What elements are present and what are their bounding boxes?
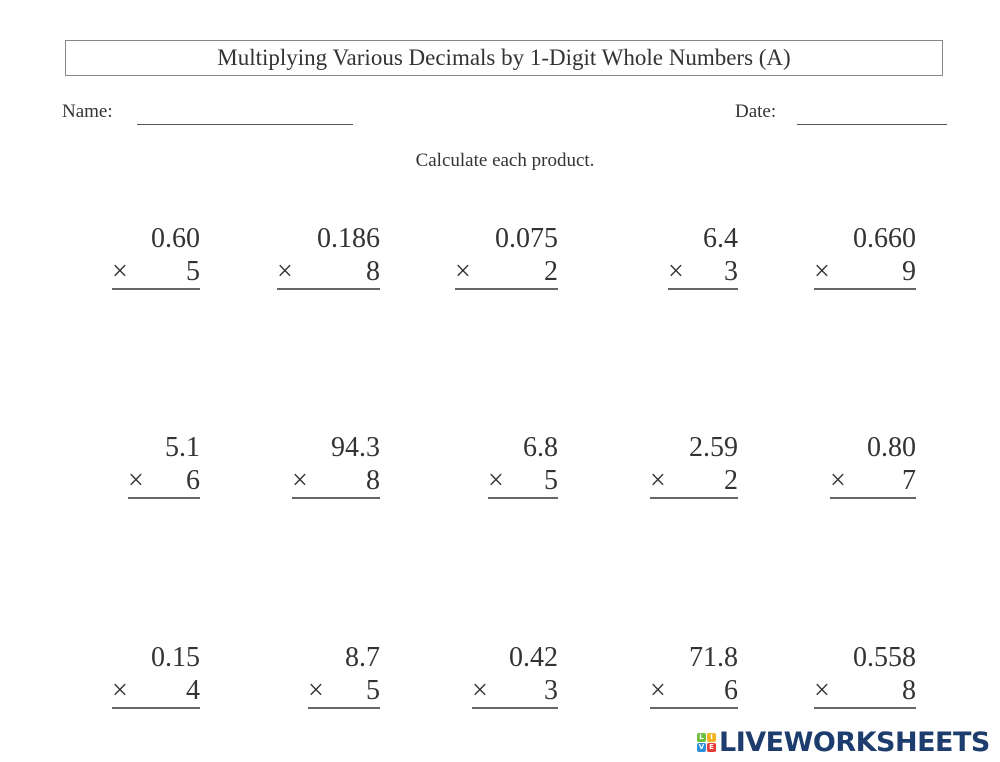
multiplicand: 0.60: [151, 223, 200, 254]
problem-15: 0.558 × 8: [814, 641, 916, 709]
name-field[interactable]: [137, 124, 353, 125]
multiplier: 5: [366, 675, 380, 706]
multiplier: 3: [544, 675, 558, 706]
problem-3: 0.075 × 2: [455, 222, 558, 290]
multiplier: 2: [724, 465, 738, 496]
worksheet-title: Multiplying Various Decimals by 1-Digit …: [65, 40, 943, 76]
multiplicand: 0.80: [867, 432, 916, 463]
multiplier: 6: [724, 675, 738, 706]
multiplicand: 5.1: [165, 432, 200, 463]
problem-10: 0.80 × 7: [830, 431, 916, 499]
multiplicand: 0.075: [495, 223, 558, 254]
times-icon: ×: [112, 675, 128, 706]
multiplier: 4: [186, 675, 200, 706]
multiplicand: 6.4: [703, 223, 738, 254]
problem-1: 0.60 × 5: [112, 222, 200, 290]
times-icon: ×: [488, 465, 504, 496]
multiplicand: 8.7: [345, 642, 380, 673]
problem-7: 94.3 × 8: [292, 431, 380, 499]
problem-9: 2.59 × 2: [650, 431, 738, 499]
times-icon: ×: [292, 465, 308, 496]
multiplicand: 2.59: [689, 432, 738, 463]
problem-13: 0.42 × 3: [472, 641, 558, 709]
multiplier: 8: [366, 256, 380, 287]
multiplicand: 0.15: [151, 642, 200, 673]
problem-8: 6.8 × 5: [488, 431, 558, 499]
times-icon: ×: [650, 675, 666, 706]
times-icon: ×: [650, 465, 666, 496]
multiplier: 8: [366, 465, 380, 496]
times-icon: ×: [830, 465, 846, 496]
multiplicand: 71.8: [689, 642, 738, 673]
times-icon: ×: [455, 256, 471, 287]
date-field[interactable]: [797, 124, 947, 125]
multiplicand: 0.186: [317, 223, 380, 254]
multiplier: 9: [902, 256, 916, 287]
times-icon: ×: [308, 675, 324, 706]
times-icon: ×: [112, 256, 128, 287]
multiplicand: 0.558: [853, 642, 916, 673]
multiplier: 6: [186, 465, 200, 496]
times-icon: ×: [472, 675, 488, 706]
multiplicand: 0.42: [509, 642, 558, 673]
problem-4: 6.4 × 3: [668, 222, 738, 290]
multiplicand: 0.660: [853, 223, 916, 254]
logo-text: LIVEWORKSHEETS: [719, 727, 990, 758]
multiplier: 8: [902, 675, 916, 706]
problem-6: 5.1 × 6: [128, 431, 200, 499]
name-label: Name:: [62, 101, 113, 122]
problem-2: 0.186 × 8: [277, 222, 380, 290]
times-icon: ×: [814, 256, 830, 287]
date-label: Date:: [735, 101, 777, 122]
multiplier: 5: [544, 465, 558, 496]
multiplier: 7: [902, 465, 916, 496]
times-icon: ×: [128, 465, 144, 496]
multiplicand: 6.8: [523, 432, 558, 463]
problem-5: 0.660 × 9: [814, 222, 916, 290]
problem-14: 71.8 × 6: [650, 641, 738, 709]
times-icon: ×: [277, 256, 293, 287]
multiplier: 3: [724, 256, 738, 287]
multiplier: 5: [186, 256, 200, 287]
multiplier: 2: [544, 256, 558, 287]
multiplicand: 94.3: [331, 432, 380, 463]
times-icon: ×: [668, 256, 684, 287]
problem-12: 8.7 × 5: [308, 641, 380, 709]
instructions: Calculate each product.: [415, 150, 595, 171]
times-icon: ×: [814, 675, 830, 706]
problem-11: 0.15 × 4: [112, 641, 200, 709]
